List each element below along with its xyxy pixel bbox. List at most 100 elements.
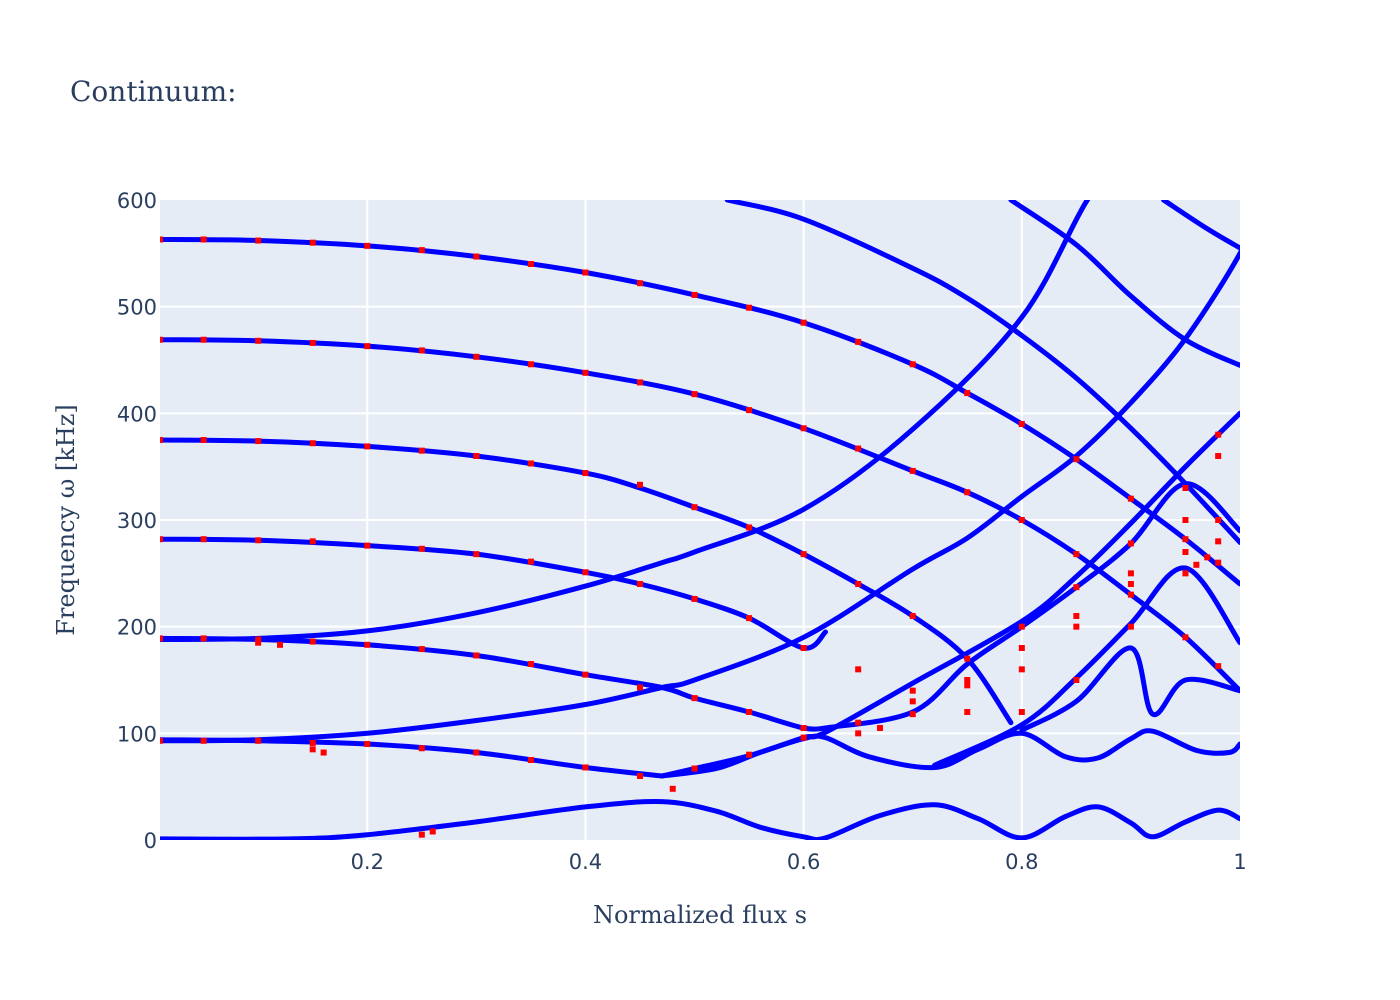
data-point-marker	[1127, 591, 1134, 598]
data-point-marker	[1127, 581, 1134, 587]
data-point-marker	[1215, 663, 1222, 670]
data-point-marker	[909, 711, 916, 718]
data-point-marker	[637, 481, 643, 488]
x-tick-label: 0.6	[787, 850, 820, 874]
data-point-marker	[582, 369, 589, 376]
data-point-marker	[200, 536, 207, 543]
data-point-marker	[1018, 709, 1025, 715]
data-point-marker	[1215, 559, 1222, 566]
data-point-marker	[527, 361, 534, 368]
data-point-marker	[473, 749, 480, 756]
data-point-marker	[309, 538, 316, 545]
data-point-marker	[1127, 623, 1134, 630]
data-point-marker	[746, 407, 753, 414]
x-tick-labels: 0.2 0.4 0.6 0.8 1	[351, 850, 1247, 874]
data-point-marker	[1215, 517, 1222, 523]
data-point-marker	[1073, 551, 1080, 558]
data-point-marker	[364, 741, 371, 747]
data-point-marker	[1204, 554, 1211, 561]
data-point-marker	[1182, 570, 1189, 577]
data-point-marker	[909, 361, 916, 368]
data-point-marker	[964, 677, 971, 683]
data-point-marker	[160, 437, 163, 443]
data-point-marker	[200, 336, 207, 343]
data-point-marker	[364, 242, 371, 249]
data-point-marker	[800, 319, 807, 326]
data-point-marker	[582, 671, 589, 678]
data-point-marker	[800, 645, 807, 651]
data-point-marker	[855, 445, 862, 452]
data-point-marker	[637, 773, 643, 779]
data-point-marker	[1215, 431, 1222, 438]
data-point-marker	[669, 785, 676, 792]
data-point-marker	[160, 536, 163, 543]
data-point-marker	[800, 725, 807, 731]
data-point-marker	[418, 447, 425, 454]
data-point-marker	[527, 558, 534, 565]
data-point-marker	[255, 438, 262, 445]
x-axis-title: Normalized flux s	[593, 901, 807, 929]
marker-layer	[160, 236, 1222, 838]
data-point-marker	[364, 641, 371, 648]
data-point-marker	[691, 391, 698, 398]
data-point-marker	[800, 551, 807, 558]
data-point-marker	[746, 524, 753, 531]
data-point-marker	[527, 661, 534, 667]
data-point-marker	[800, 425, 807, 432]
data-point-marker	[255, 639, 262, 646]
data-point-marker	[364, 542, 371, 549]
series-line-rising-6	[1019, 645, 1240, 733]
data-point-marker	[855, 730, 862, 737]
data-point-marker	[429, 828, 436, 835]
data-point-marker	[160, 737, 163, 744]
data-point-marker	[1018, 623, 1025, 630]
data-point-marker	[691, 765, 698, 772]
data-point-marker	[309, 239, 316, 246]
data-point-marker	[691, 595, 698, 602]
data-point-marker	[200, 635, 207, 642]
y-tick-label: 0	[144, 829, 157, 853]
data-point-marker	[746, 751, 753, 758]
data-point-marker	[637, 280, 643, 287]
data-point-marker	[746, 304, 753, 311]
data-point-marker	[255, 237, 262, 244]
data-point-marker	[1182, 536, 1189, 543]
data-point-marker	[418, 646, 425, 653]
data-point-marker	[746, 709, 753, 715]
data-point-marker	[418, 831, 425, 838]
data-point-marker	[277, 641, 283, 648]
data-point-marker	[473, 652, 480, 659]
data-point-marker	[160, 336, 163, 343]
data-point-marker	[637, 684, 643, 691]
series-line-low-band-2	[659, 728, 1240, 779]
data-point-marker	[160, 236, 163, 243]
data-point-marker	[1182, 485, 1189, 491]
data-point-marker	[1127, 570, 1134, 577]
data-point-marker	[582, 764, 589, 771]
data-point-marker	[527, 261, 534, 267]
data-point-marker	[909, 467, 916, 474]
data-point-marker	[1215, 453, 1222, 459]
data-point-marker	[1073, 677, 1080, 683]
data-point-marker	[746, 615, 753, 622]
data-point-marker	[877, 725, 883, 731]
data-point-marker	[637, 379, 643, 386]
data-point-marker	[909, 613, 916, 619]
series-line-rising-2	[160, 247, 1240, 744]
data-point-marker	[582, 569, 589, 576]
x-tick-label: 0.4	[569, 850, 602, 874]
data-point-marker	[364, 343, 371, 350]
y-tick-label: 300	[117, 509, 157, 533]
data-point-marker	[364, 443, 371, 450]
series-line-falling-9	[1161, 200, 1240, 251]
data-point-marker	[964, 489, 971, 496]
data-point-marker	[309, 440, 316, 447]
data-point-marker	[855, 581, 862, 587]
data-point-marker	[855, 338, 862, 345]
data-point-marker	[691, 504, 698, 511]
x-tick-label: 0.2	[351, 850, 384, 874]
data-point-marker	[309, 739, 316, 746]
data-point-marker	[1215, 538, 1222, 545]
